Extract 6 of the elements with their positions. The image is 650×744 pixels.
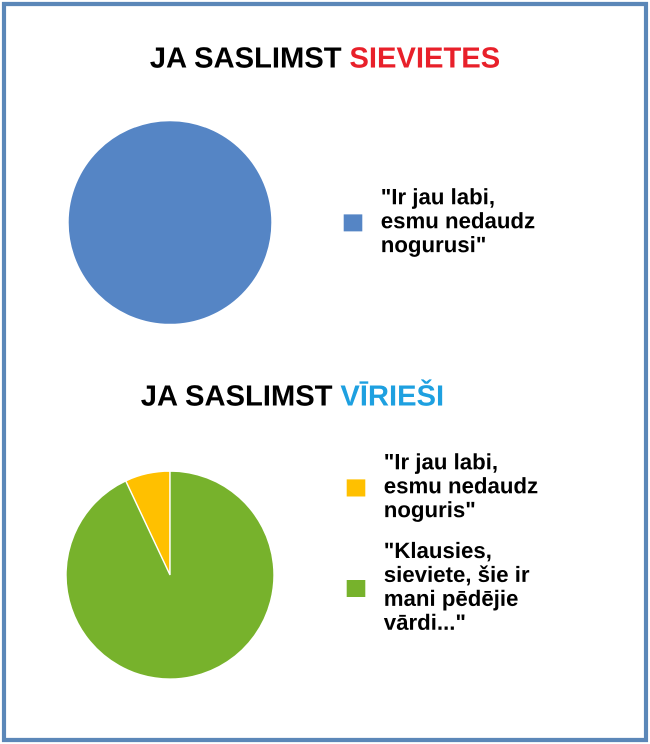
legend-label: "Ir jau labi, esmu nedaudz noguris" <box>384 453 538 522</box>
chart-title: JA SASLIMST VĪRIEŠI <box>141 379 442 406</box>
chart-title: JA SASLIMST SIEVIETES <box>150 47 500 68</box>
pie-slice <box>65 470 275 680</box>
legend-label: "Ir jau labi, esmu nedaudz nogurusi" <box>382 188 534 257</box>
legend-label: "Klausies, sieviete, šie ir mani pēdējie vārdi..." <box>384 542 530 630</box>
